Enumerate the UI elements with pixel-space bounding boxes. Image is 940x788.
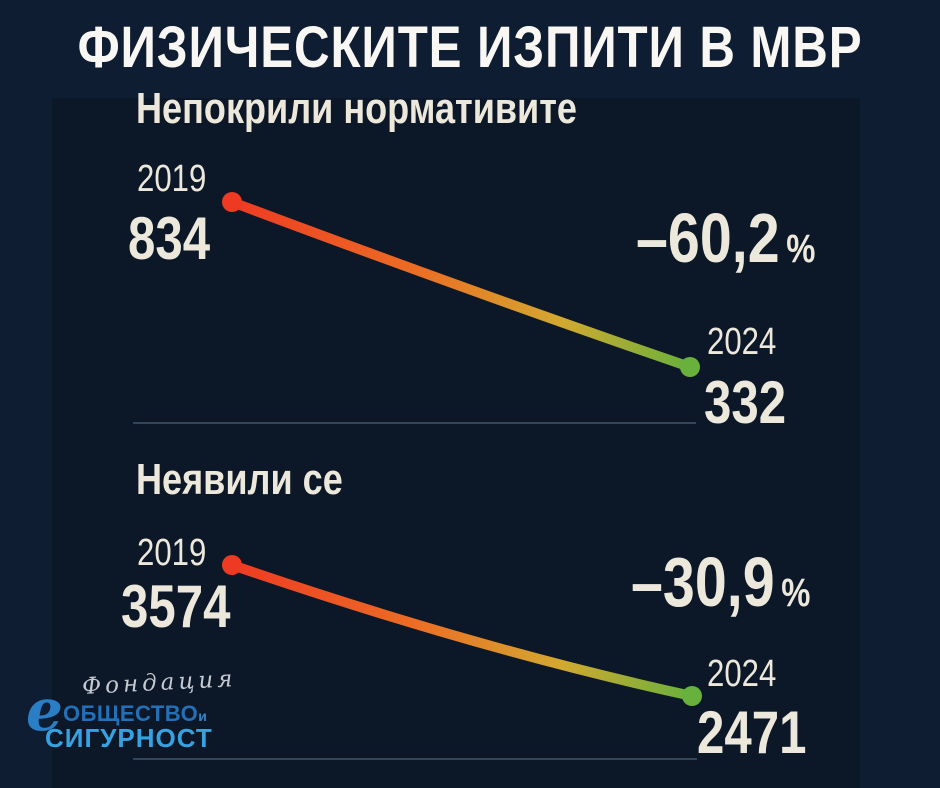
section2-start-year-text: 2019 [137, 532, 207, 574]
page-title-text: ФИЗИЧЕСКИТЕ ИЗПИТИ В МВР [77, 15, 863, 80]
section1-heading: Непокрили нормативите [136, 87, 674, 131]
foundation-logo: е Фондация ОБЩЕСТВОи СИГУРНОСТ [26, 666, 237, 764]
foundation-logo-line1-text: ОБЩЕСТВО [63, 701, 199, 726]
section1-end-value: 332 [704, 373, 804, 433]
section1-change-value: –60,2 [636, 199, 780, 277]
section2-start-year: 2019 [137, 534, 222, 572]
section1-end-year: 2024 [707, 323, 792, 361]
section2-end-value-text: 2471 [697, 699, 807, 766]
foundation-logo-line1: ОБЩЕСТВОи [63, 701, 207, 727]
section2-percent-sign: % [781, 571, 811, 615]
section2-start-value: 3574 [121, 577, 254, 637]
page-title: ФИЗИЧЕСКИТЕ ИЗПИТИ В МВР [0, 15, 940, 80]
foundation-logo-script: Фондация [81, 665, 238, 701]
section1-end-value-text: 332 [704, 369, 787, 436]
section2-heading-text: Неявили се [136, 455, 343, 504]
section2-end-year: 2024 [707, 655, 792, 693]
section1-start-year-text: 2019 [137, 158, 207, 200]
section-divider-2 [133, 758, 697, 760]
section1-start-value: 834 [128, 209, 228, 269]
foundation-logo-line1-suffix: и [198, 708, 208, 724]
section2-end-year-text: 2024 [707, 653, 777, 695]
foundation-logo-icon: е [26, 676, 63, 744]
section1-start-value-text: 834 [128, 205, 211, 272]
section-divider-1 [133, 422, 696, 424]
section2-heading: Неявили се [136, 458, 388, 502]
section1-change: –60,2% [636, 203, 855, 273]
section1-start-year: 2019 [137, 160, 222, 198]
section2-change-value: –30,9 [631, 543, 775, 621]
foundation-logo-line2: СИГУРНОСТ [45, 723, 213, 753]
section1-percent-sign: % [786, 227, 816, 271]
section2-start-value-text: 3574 [121, 573, 231, 640]
section1-heading-text: Непокрили нормативите [136, 84, 577, 133]
section2-change: –30,9% [631, 547, 850, 617]
section1-end-year-text: 2024 [707, 321, 777, 363]
section2-end-value: 2471 [697, 703, 830, 763]
